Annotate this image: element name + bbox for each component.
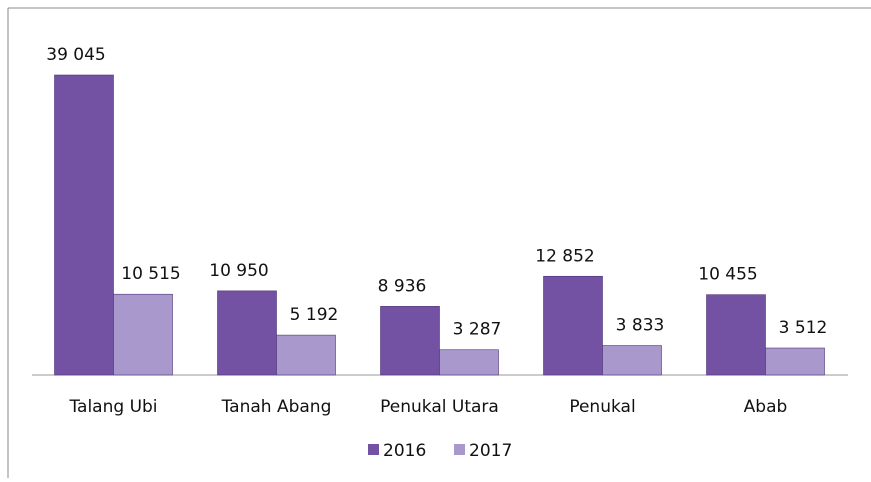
x-tick-label: Penukal [569, 397, 635, 417]
value-label: 3 287 [453, 320, 502, 340]
bar [54, 74, 114, 376]
bar [380, 306, 440, 376]
value-label: 10 950 [209, 261, 268, 281]
bar [217, 290, 277, 376]
legend-label: 2016 [383, 441, 426, 461]
value-label: 8 936 [378, 276, 427, 296]
value-label: 10 515 [121, 264, 180, 284]
value-label: 39 045 [46, 45, 105, 65]
x-tick-label: Penukal Utara [380, 397, 499, 417]
legend-label: 2017 [469, 441, 512, 461]
x-tick-label: Talang Ubi [68, 397, 157, 417]
bar [543, 275, 603, 376]
bar [765, 347, 825, 376]
legend-swatch [368, 444, 379, 455]
bar [276, 334, 336, 376]
value-label: 12 852 [535, 246, 594, 266]
x-tick-label: Tanah Abang [221, 397, 332, 417]
bar [602, 345, 662, 376]
x-tick-label: Abab [744, 397, 788, 417]
value-label: 3 512 [779, 318, 828, 338]
legend-swatch [454, 444, 465, 455]
bar [439, 349, 499, 376]
value-label: 5 192 [290, 305, 339, 325]
value-label: 10 455 [698, 265, 757, 285]
bar [706, 294, 766, 376]
value-label: 3 833 [616, 316, 665, 336]
bar [113, 293, 173, 376]
